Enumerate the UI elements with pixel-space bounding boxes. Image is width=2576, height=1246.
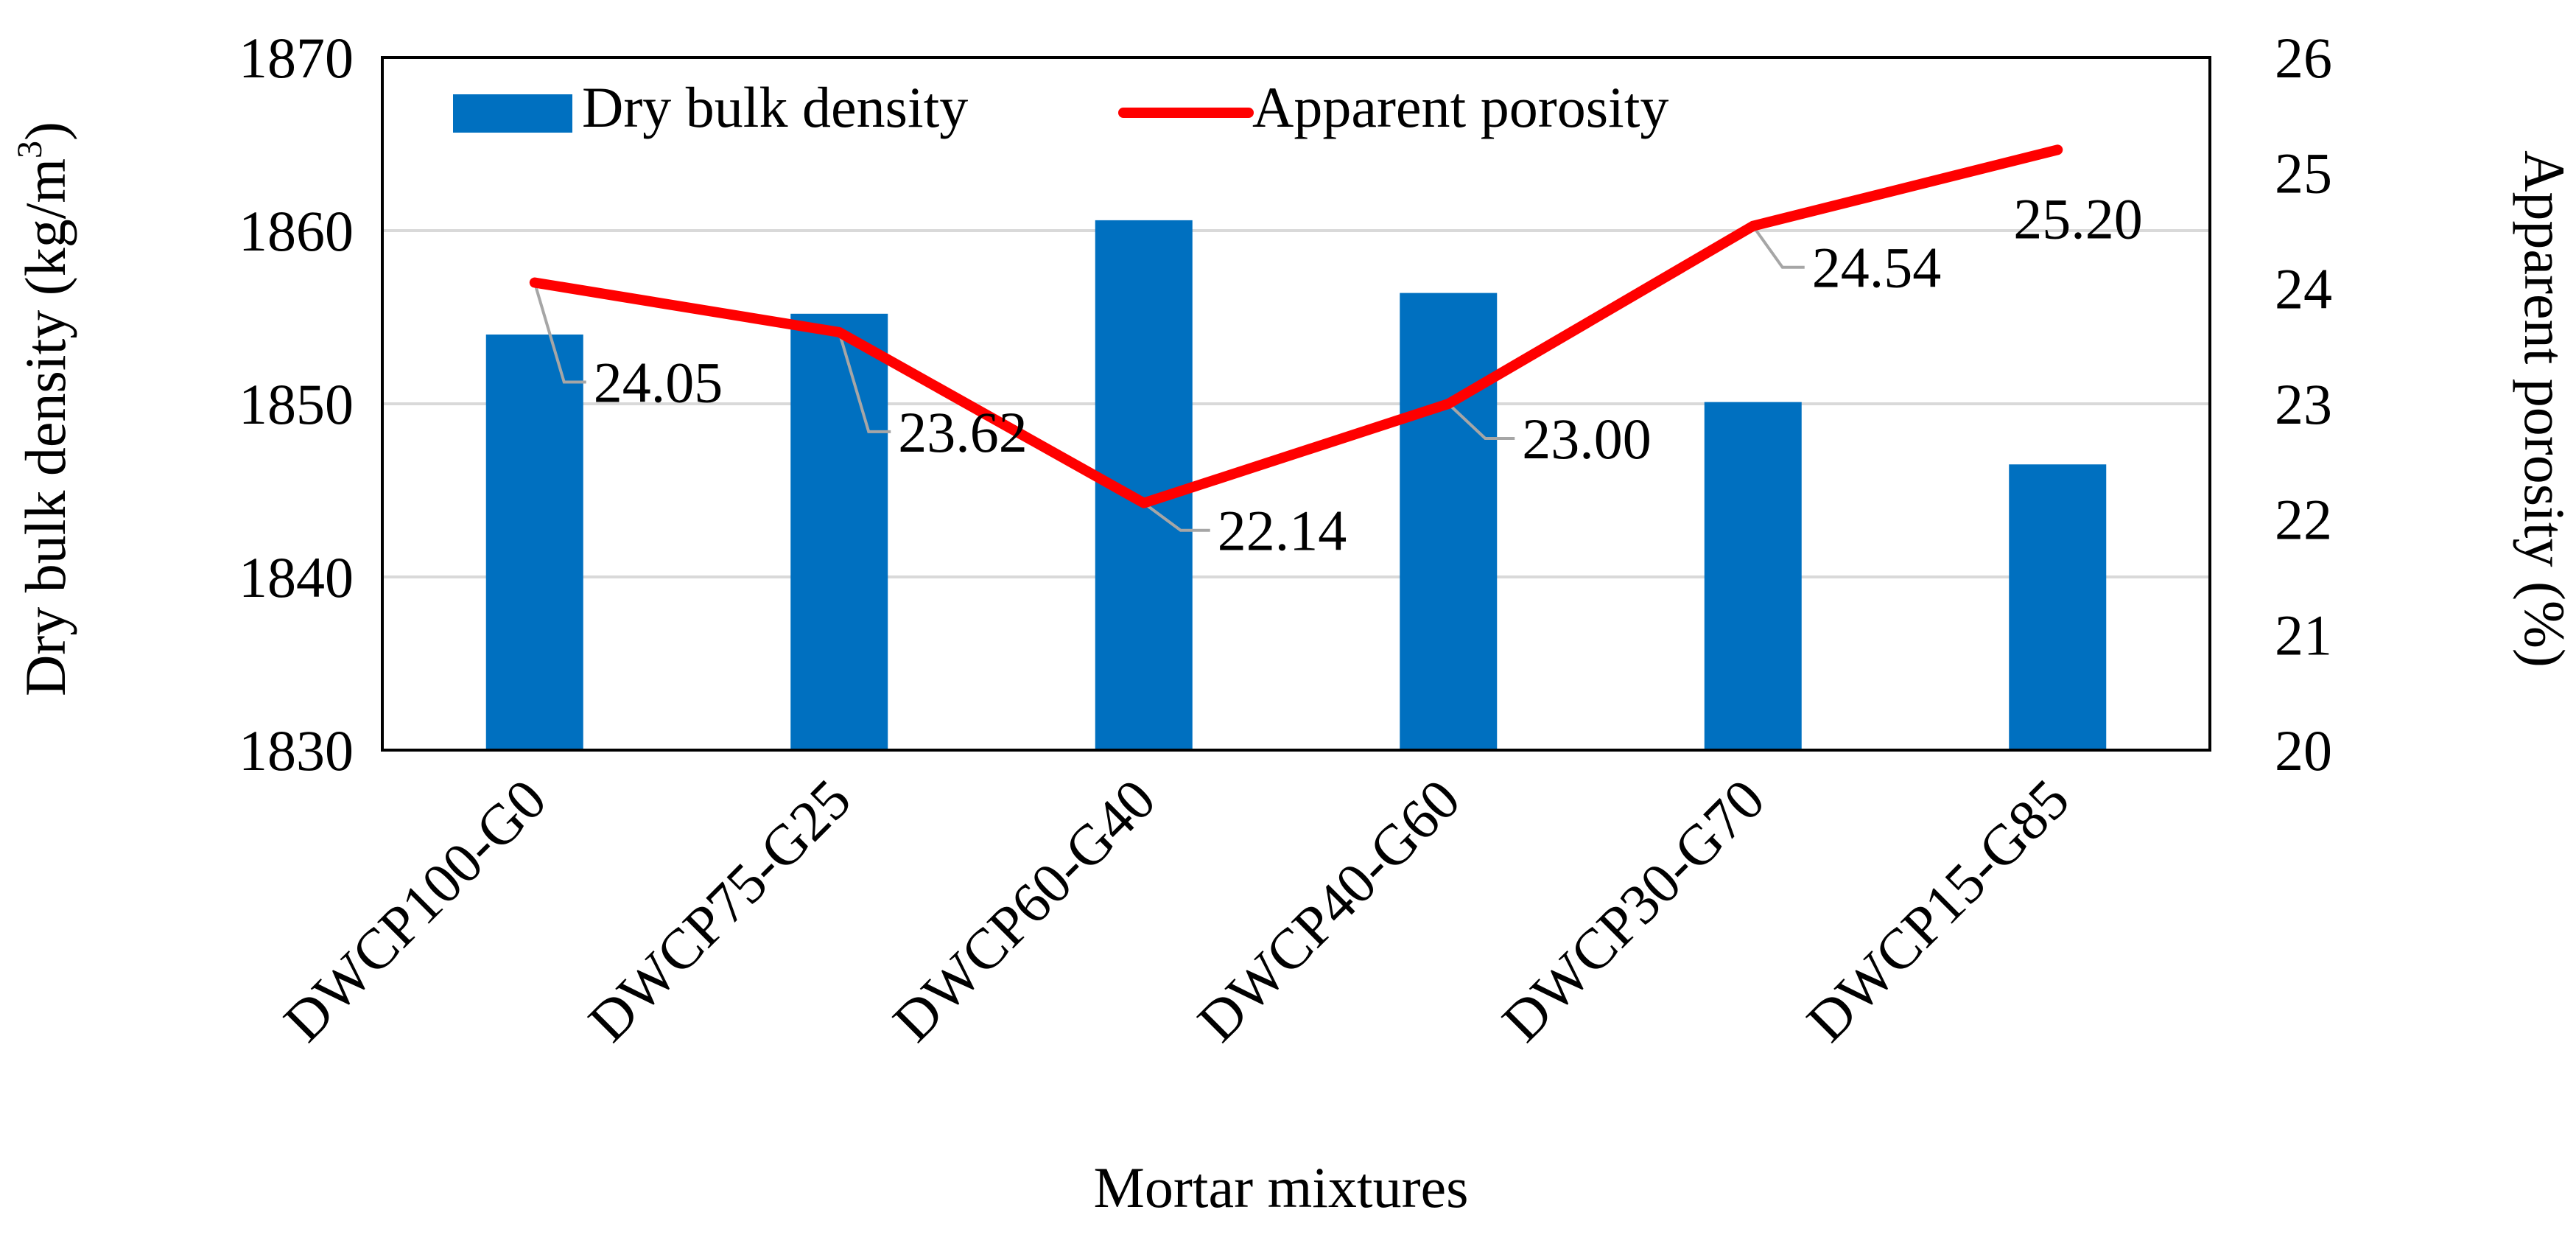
data-label-leader-lines xyxy=(533,225,1805,532)
leader-line xyxy=(1752,225,1805,269)
legend-label-apparent-porosity: Apparent porosity xyxy=(1252,75,1668,139)
y-axis-title-superscript: 3 xyxy=(10,141,49,158)
y-axis-title-close: ) xyxy=(13,122,77,141)
left-axis-ticks: 1830 1840 1850 1860 1870 xyxy=(239,26,354,783)
plot-area-frame xyxy=(381,56,2211,752)
bar-dwcp40-g60 xyxy=(1400,293,1498,751)
gridlines xyxy=(382,229,2210,578)
apparent-porosity-line xyxy=(529,144,2063,508)
x-axis-title: Mortar mixtures xyxy=(1093,1155,1468,1219)
bar-dwcp100-g0 xyxy=(485,335,583,750)
legend-label-dry-bulk-density: Dry bulk density xyxy=(582,75,968,139)
y-tick-label: 1870 xyxy=(239,26,354,90)
y-tick-label: 1840 xyxy=(239,545,354,609)
leader-line xyxy=(1447,402,1515,440)
porosity-data-label: 25.20 xyxy=(2013,186,2143,251)
y2-tick-label: 22 xyxy=(2275,488,2332,552)
y2-tick-label: 26 xyxy=(2275,26,2332,90)
y2-tick-label: 25 xyxy=(2275,141,2332,206)
x-tick-label: DWCP75-G25 xyxy=(576,767,863,1054)
porosity-data-label: 24.05 xyxy=(594,351,723,415)
bar-series xyxy=(485,220,2107,751)
leader-line xyxy=(1143,502,1210,532)
x-tick-label: DWCP100-G0 xyxy=(271,767,558,1054)
bar-dwcp30-g70 xyxy=(1704,402,1802,750)
y2-axis-title: Apparent porosity (%) xyxy=(2513,150,2576,668)
porosity-data-label: 23.62 xyxy=(898,400,1028,464)
y2-tick-label: 21 xyxy=(2275,603,2332,667)
legend: Dry bulk density Apparent porosity xyxy=(453,75,1668,139)
y2-tick-label: 23 xyxy=(2275,372,2332,436)
leader-line xyxy=(838,332,891,433)
y2-tick-label: 24 xyxy=(2275,256,2332,321)
bar-dwcp75-g25 xyxy=(790,313,888,750)
x-axis-ticks: DWCP100-G0 DWCP75-G25 DWCP60-G40 DWCP40-G60… xyxy=(271,767,2081,1054)
y-tick-label: 1850 xyxy=(239,372,354,436)
porosity-data-label: 23.00 xyxy=(1522,407,1652,471)
porosity-data-label: 24.54 xyxy=(1812,236,1942,300)
legend-swatch-dry-bulk-density xyxy=(453,94,572,133)
x-tick-label: DWCP15-G85 xyxy=(1794,767,2081,1054)
y-tick-label: 1830 xyxy=(239,718,354,783)
y2-tick-label: 20 xyxy=(2275,718,2332,783)
x-tick-label: DWCP60-G40 xyxy=(880,767,1167,1054)
porosity-data-label: 22.14 xyxy=(1218,499,1347,563)
x-tick-label: DWCP40-G60 xyxy=(1185,767,1472,1054)
y-axis-title-text: Dry bulk density (kg/m xyxy=(13,158,77,696)
right-axis-ticks: 20 21 22 23 24 25 26 xyxy=(2275,26,2332,783)
bar-dwcp15-g85 xyxy=(2009,464,2107,750)
data-labels: 24.05 23.62 22.14 23.00 24.54 25.20 xyxy=(594,186,2143,562)
x-tick-label: DWCP30-G70 xyxy=(1489,767,1776,1054)
y-tick-label: 1860 xyxy=(239,199,354,263)
leader-line xyxy=(533,281,586,384)
y-axis-title: Dry bulk density (kg/m3) xyxy=(10,122,77,696)
